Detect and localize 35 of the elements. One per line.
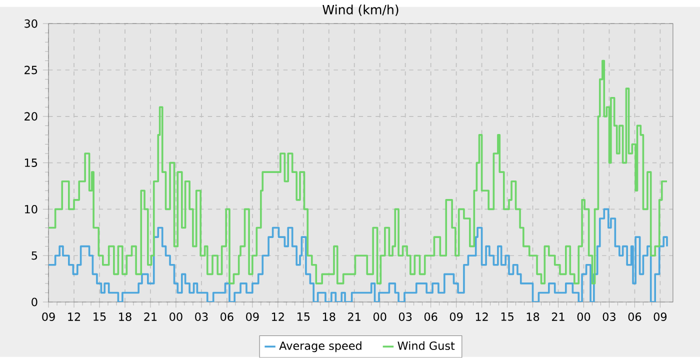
x-tick-label: 12 [476,312,488,321]
x-tick-label: 03 [398,312,412,322]
x-tick-label: 09 [450,312,463,322]
x-tick-label: 09 [42,312,55,322]
x-tick-label: 06 [424,312,438,322]
x-tick-label: 03 [602,312,616,322]
x-tick-label: 18 [322,312,336,322]
x-tick-label: 06 [220,312,234,322]
x-tick-label: 15 [501,312,514,321]
legend-label: Wind Gust [398,341,455,350]
x-tick-label: 21 [552,312,564,321]
x-tick-label: 18 [526,312,540,322]
y-tick-label: 15 [25,158,38,168]
chart-title: Wind (km/h) [322,4,398,16]
y-tick-label: 0 [32,298,38,306]
x-tick-label: 21 [144,312,157,321]
x-tick-label: 09 [246,312,259,322]
x-tick-label: 06 [628,312,642,322]
y-tick-label: 30 [24,19,38,28]
y-tick-label: 10 [25,205,38,214]
y-tick-label: 20 [24,112,38,121]
x-tick-label: 12 [68,312,80,321]
y-tick-label: 5 [32,252,38,260]
x-tick-label: 00 [577,312,590,322]
y-tick-label: 25 [24,66,38,74]
x-tick-label: 12 [272,312,284,321]
x-tick-label: 00 [373,312,386,322]
x-tick-label: 15 [298,312,310,321]
x-tick-label: 03 [195,312,208,322]
x-tick-label: 00 [170,312,182,322]
x-tick-label: 21 [348,312,360,321]
x-tick-label: 18 [119,312,132,322]
x-tick-label: 09 [654,312,667,322]
legend-label: Average speed [279,341,362,352]
x-tick-label: 15 [94,312,106,321]
